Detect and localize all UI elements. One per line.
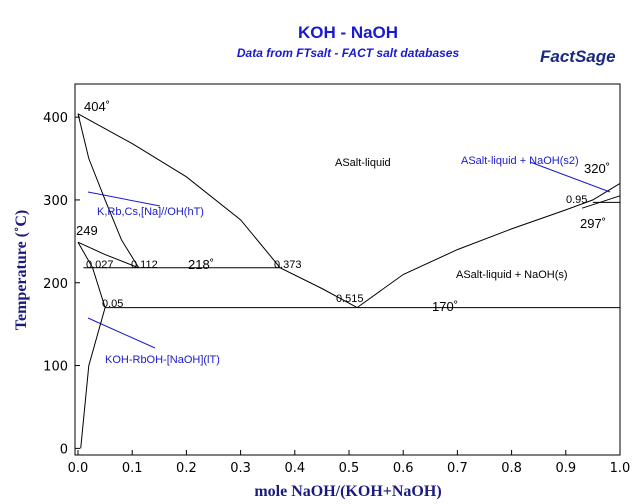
phase-boundary (77, 241, 139, 269)
annotation: 320˚ (584, 161, 610, 176)
logo: FactSage (540, 47, 616, 66)
phase-boundary (77, 113, 358, 309)
leader-line (87, 191, 161, 207)
y-tick-label: 200 (43, 277, 68, 292)
annotation: 0.373 (274, 259, 302, 271)
x-tick-label: 1.0 (610, 461, 631, 476)
annotation: K,Rb,Cs,[Na]//OH(hT) (97, 206, 204, 218)
x-tick-label: 0.4 (284, 461, 305, 476)
annotation: 404˚ (84, 99, 110, 114)
phase-boundary (356, 182, 621, 309)
annotation: 0.112 (131, 259, 158, 271)
phase-boundary (77, 113, 140, 269)
phase-boundary (80, 307, 106, 449)
x-tick-label: 0.9 (555, 461, 576, 476)
x-axis-label: mole NaOH/(KOH+NaOH) (254, 483, 441, 500)
chart-subtitle: Data from FTsalt - FACT salt databases (237, 46, 460, 60)
y-axis-label: Temperature (˚C) (13, 210, 30, 330)
chart-title: KOH - NaOH (298, 23, 398, 42)
x-tick-label: 0.5 (339, 461, 360, 476)
annotation: 218˚ (188, 257, 214, 272)
x-tick-label: 0.2 (176, 461, 197, 476)
x-tick-label: 0.8 (501, 461, 522, 476)
annotation: 170˚ (432, 299, 458, 314)
y-tick-label: 0 (60, 442, 68, 457)
phase-boundary (581, 195, 621, 209)
x-tick-label: 0.6 (393, 461, 414, 476)
plot-frame (74, 83, 621, 456)
annotation: ASalt-liquid + NaOH(s) (456, 269, 568, 281)
annotation: 0.515 (336, 293, 364, 305)
y-tick-label: 300 (43, 194, 68, 209)
annotation: 0.05 (102, 298, 123, 310)
x-tick-label: 0.7 (447, 461, 468, 476)
annotation: 0.95 (566, 194, 587, 206)
x-tick-label: 0.0 (68, 461, 89, 476)
annotation: KOH-RbOH-[NaOH](lT) (105, 354, 220, 366)
x-tick-label: 0.1 (122, 461, 143, 476)
annotation: 297˚ (580, 216, 606, 231)
leader-line (87, 317, 156, 349)
y-tick-label: 100 (43, 360, 68, 375)
annotation: 0.027 (86, 259, 114, 271)
y-tick-label: 400 (43, 111, 68, 126)
leader-line (529, 161, 611, 193)
annotation: 249 (76, 223, 98, 238)
annotation: ASalt-liquid + NaOH(s2) (461, 155, 579, 167)
x-tick-label: 0.3 (230, 461, 251, 476)
annotation: ASalt-liquid (335, 157, 391, 169)
